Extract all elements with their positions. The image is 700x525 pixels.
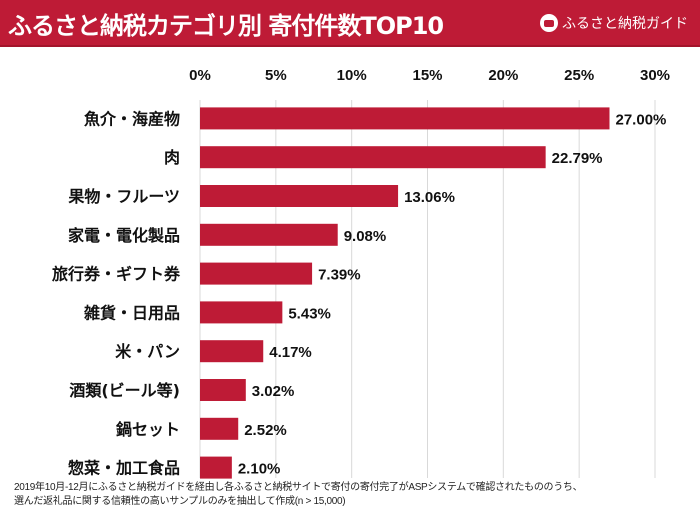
- data-label: 2.10%: [238, 461, 281, 478]
- data-label: 7.39%: [318, 267, 361, 284]
- footnote: 2019年10月-12月にふるさと納税ガイドを経由し各ふるさと納税サイトで寄付の…: [14, 481, 583, 509]
- x-tick-label: 20%: [488, 67, 518, 84]
- data-label: 27.00%: [616, 111, 667, 128]
- data-label: 3.02%: [252, 383, 295, 400]
- category-label: 米・パン: [115, 342, 180, 361]
- logo-text: ふるさと納税ガイド: [562, 16, 688, 32]
- data-label: 13.06%: [404, 189, 455, 206]
- data-label: 9.08%: [344, 228, 387, 245]
- bar: [200, 456, 232, 479]
- footnote-line-1: 2019年10月-12月にふるさと納税ガイドを経由し各ふるさと納税サイトで寄付の…: [14, 482, 583, 493]
- category-label: 旅行券・ギフト券: [52, 265, 181, 284]
- bar: [200, 185, 399, 207]
- bar: [200, 146, 546, 169]
- x-tick-label: 15%: [412, 67, 442, 84]
- category-label: 惣菜・加工食品: [68, 459, 180, 478]
- category-label: 酒類(ビール等): [69, 381, 180, 400]
- category-label: 果物・フルーツ: [67, 187, 180, 206]
- category-label: 魚介・海産物: [84, 109, 180, 128]
- bar: [200, 301, 283, 324]
- data-label: 4.17%: [269, 344, 312, 361]
- bar: [200, 417, 239, 440]
- bar: [200, 223, 338, 246]
- category-label: 雑貨・日用品: [83, 303, 180, 322]
- logo-icon: [540, 14, 558, 32]
- category-label: 鍋セット: [116, 420, 180, 439]
- category-label: 家電・電化製品: [68, 226, 180, 245]
- logo: ふるさと納税ガイド: [540, 13, 688, 33]
- bar: [200, 340, 264, 363]
- data-label: 5.43%: [288, 305, 331, 322]
- data-label: 22.79%: [552, 150, 603, 167]
- bar: [200, 262, 313, 285]
- header-banner: ふるさと納税カテゴリ別 寄付件数TOP10 ふるさと納税ガイド: [0, 0, 700, 47]
- category-label: 肉: [164, 148, 180, 167]
- x-tick-label: 10%: [337, 67, 367, 84]
- x-tick-label: 30%: [640, 67, 670, 84]
- footnote-line-2: 選んだ返礼品に関する信頼性の高いサンプルのみを抽出して作成(n > 15,000…: [14, 496, 346, 507]
- x-tick-label: 0%: [189, 67, 211, 84]
- x-tick-label: 25%: [564, 67, 594, 84]
- bar: [200, 379, 246, 401]
- chart-title: ふるさと納税カテゴリ別 寄付件数TOP10: [8, 12, 444, 40]
- bar: [200, 107, 610, 130]
- data-label: 2.52%: [244, 422, 287, 439]
- x-tick-label: 5%: [265, 67, 287, 84]
